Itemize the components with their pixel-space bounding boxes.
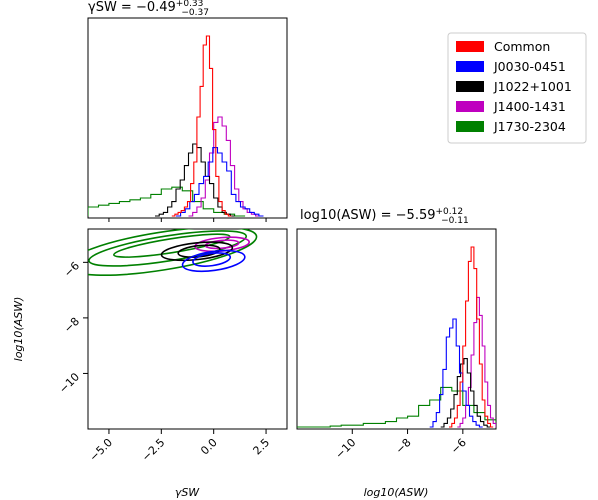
contour-j0030-0451-1 xyxy=(192,252,232,267)
gamma-tick-label: 0.0 xyxy=(198,436,220,458)
logamp-histogram-panel xyxy=(296,228,497,430)
logamp-xtick-label: −6 xyxy=(448,436,469,457)
legend-swatch xyxy=(456,101,484,112)
gamma-hist-j1730-2304 xyxy=(88,186,246,217)
logamp-hist-j1400-1431 xyxy=(457,296,496,428)
legend-swatch xyxy=(456,61,484,72)
gamma-hist-j1022-1001 xyxy=(155,143,235,217)
legend-swatch xyxy=(456,121,484,132)
legend-swatch xyxy=(456,81,484,92)
gamma-tick-label: −2.5 xyxy=(139,436,167,464)
legend: Common J0030-0451 J1022+1001 J1400-1431 J173… xyxy=(447,32,587,144)
logamp-hist-j1730-2304 xyxy=(297,386,496,428)
logamp-hist-j0030-0451 xyxy=(429,318,483,428)
y-axis-label-logamp: log10(ASW) xyxy=(12,297,25,362)
gamma-hist-common xyxy=(171,35,232,217)
legend-label: J0030-0451 xyxy=(493,59,566,74)
gamma-histogram-panel xyxy=(87,17,288,219)
gamma-histograms xyxy=(88,35,264,217)
logamp-ytick-label: −10 xyxy=(57,370,83,396)
gamma-hist-j1400-1431 xyxy=(188,116,260,217)
logamp-ytick-label: −8 xyxy=(61,315,82,336)
logamp-xtick-label: −10 xyxy=(333,436,359,462)
legend-label: J1400-1431 xyxy=(493,99,566,114)
x-axis-label-gamma: γSW xyxy=(175,486,200,499)
legend-label: J1730-2304 xyxy=(493,119,566,134)
legend-label: J1022+1001 xyxy=(493,79,572,94)
logamp-xtick-label: −8 xyxy=(393,436,414,457)
gamma-title: γSW = −0.49+0.33 −0.37 xyxy=(88,0,209,18)
legend-swatch xyxy=(456,41,484,52)
legend-frame xyxy=(447,32,587,144)
logamp-ytick-label: −6 xyxy=(61,259,82,280)
contour-j1730-2304-3 xyxy=(88,229,258,277)
logamp-hist-common xyxy=(449,246,494,428)
x-axis-label-logamp: log10(ASW) xyxy=(364,486,429,499)
logamp-hist-j1022-1001 xyxy=(440,358,491,428)
logamp-histograms xyxy=(297,246,496,428)
contour-j1730-2304-2 xyxy=(88,230,248,267)
gamma-hist-j0030-0451 xyxy=(176,147,264,217)
gamma-tick-label: 2.5 xyxy=(251,436,273,458)
joint-contours xyxy=(88,229,258,277)
axis-ticks: −5.0 −2.5 0.0 2.5 −10 −10 −8 −8 −6 −6 xyxy=(57,218,469,464)
legend-label: Common xyxy=(494,39,550,54)
contour-j1022-1001-2 xyxy=(160,241,234,262)
gamma-tick-label: −5.0 xyxy=(87,436,115,464)
contour-j0030-0451-2 xyxy=(181,249,246,273)
logamp-title: log10(ASW) = −5.59+0.12 −0.11 xyxy=(300,207,469,226)
